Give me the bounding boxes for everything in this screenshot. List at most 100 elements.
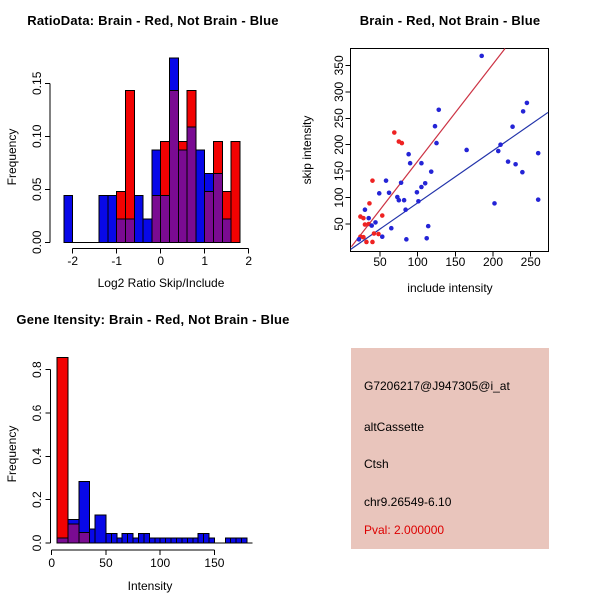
y-tick-label: 100	[332, 187, 346, 207]
skip-include-scatter: 50 100 150 200 250 50 100 150 200 250 300 350	[332, 47, 549, 269]
bar-blue	[235, 537, 243, 544]
data-point-not-brain	[524, 100, 530, 106]
data-point-not-brain	[520, 109, 526, 114]
bar-blue	[224, 537, 232, 544]
bar-blue	[116, 537, 123, 544]
x-tick-label: 250	[521, 255, 541, 269]
data-point-not-brain	[424, 235, 430, 241]
bar-blue	[142, 218, 153, 243]
bar-blue	[181, 537, 188, 544]
x-tick-label: 0	[157, 254, 164, 268]
bar-red	[116, 190, 126, 220]
bar-blue	[143, 533, 150, 544]
y-tick-label: 50	[332, 217, 346, 231]
data-point-not-brain	[479, 53, 484, 59]
bar-blue	[159, 537, 167, 544]
gene-intensity-histogram: 0 50 100 150 0.0 0.2 0.4 0.6 0.8	[30, 356, 253, 570]
y-tick-label: 0.00	[30, 230, 44, 254]
data-point-brain	[379, 213, 385, 218]
data-point-not-brain	[396, 197, 402, 203]
y-tick-label: 300	[332, 81, 346, 101]
scatter-title: Brain - Red, Not Brain - Blue	[359, 13, 541, 28]
x-tick-label: 100	[408, 255, 428, 269]
data-point-brain	[370, 239, 375, 245]
data-point-not-brain	[366, 215, 372, 221]
bar-blue	[105, 533, 112, 544]
data-point-not-brain	[428, 169, 434, 174]
bar-blue	[197, 533, 205, 544]
data-point-not-brain	[416, 198, 421, 204]
data-point-brain	[362, 222, 368, 227]
bar-overlap	[186, 126, 197, 243]
y-tick-label: 0.10	[30, 124, 44, 148]
bar-blue	[110, 533, 118, 544]
ratio-histogram: -2 -1 0 1 2 0.00 0.05 0.10 0.15	[30, 57, 252, 268]
data-point-brain	[370, 178, 375, 183]
bar-blue	[107, 195, 118, 243]
bar-blue	[132, 537, 139, 544]
bar-blue	[148, 537, 156, 544]
bar-red	[213, 141, 223, 174]
gene-intensity-xaxis-label: Intensity	[127, 579, 173, 593]
data-point-not-brain	[414, 189, 420, 195]
data-point-not-brain	[535, 197, 541, 202]
x-tick-label: -1	[111, 254, 122, 268]
bar-blue	[204, 172, 214, 192]
x-tick-label: 0	[48, 556, 55, 570]
ratio-histogram-yaxis-label: Frequency	[5, 128, 19, 186]
x-tick-label: 2	[245, 254, 252, 268]
scatter-yaxis-label: skip intensity	[300, 115, 314, 185]
data-point-not-brain	[492, 201, 497, 206]
y-tick-label: 0.05	[30, 177, 44, 201]
data-point-not-brain	[406, 151, 411, 157]
data-point-not-brain	[362, 207, 368, 213]
bar-overlap	[56, 537, 69, 544]
info-panel: G7206217@J947305@i_at altCassette Ctsh c…	[351, 348, 549, 549]
data-point-not-brain	[419, 160, 424, 166]
data-point-brain	[361, 234, 366, 240]
data-point-brain	[361, 215, 366, 221]
bar-overlap	[125, 218, 135, 243]
data-point-not-brain	[520, 169, 525, 175]
bar-blue	[186, 537, 194, 544]
chromosome-location-text: chr9.26549-6.10	[364, 495, 452, 509]
data-point-not-brain	[356, 237, 362, 242]
data-point-not-brain	[510, 124, 515, 130]
data-point-brain	[371, 231, 377, 236]
bar-overlap	[78, 532, 91, 544]
data-point-not-brain	[434, 140, 439, 146]
bar-overlap	[204, 190, 214, 243]
x-tick-label: 50	[99, 556, 113, 570]
bar-overlap	[67, 523, 80, 544]
data-point-not-brain	[373, 220, 378, 225]
y-tick-label: 0.6	[30, 404, 44, 421]
bar-blue	[63, 195, 74, 243]
data-point-not-brain	[398, 180, 404, 186]
bar-blue	[133, 195, 144, 243]
bar-blue	[121, 533, 129, 544]
data-point-not-brain	[369, 223, 375, 228]
bar-blue	[98, 195, 109, 243]
bar-red	[56, 356, 69, 539]
y-tick-label: 200	[332, 134, 346, 154]
bar-blue	[78, 481, 91, 534]
data-point-not-brain	[376, 191, 382, 196]
bar-blue	[192, 537, 199, 544]
data-point-not-brain	[401, 197, 407, 203]
bar-blue	[89, 528, 96, 544]
y-tick-label: 0.2	[30, 491, 44, 508]
pval-text: Pval: 2.000000	[364, 523, 445, 537]
bar-overlap	[221, 218, 232, 243]
bar-red	[230, 141, 241, 243]
data-point-not-brain	[388, 225, 394, 231]
bar-blue	[169, 57, 179, 92]
bar-blue	[230, 537, 237, 544]
y-tick-label: 250	[332, 108, 346, 128]
bar-overlap	[160, 195, 170, 243]
bar-blue	[195, 149, 206, 243]
probe-id-text: G7206217@J947305@i_at	[364, 379, 510, 393]
y-tick-label: 350	[332, 55, 346, 75]
bar-red	[160, 141, 170, 197]
bar-blue	[165, 537, 172, 544]
